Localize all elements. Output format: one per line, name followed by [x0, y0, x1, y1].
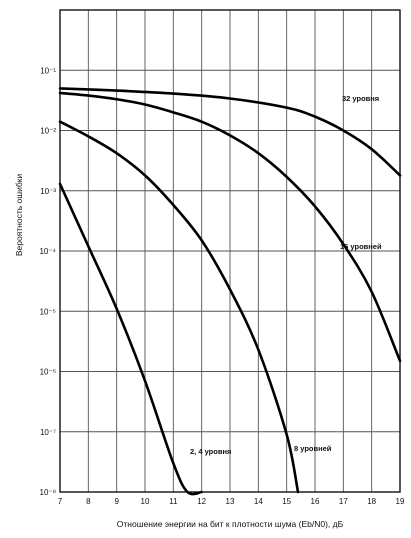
y-tick-label: 10⁻⁸: [40, 488, 57, 497]
x-tick-label: 18: [367, 497, 376, 506]
series-lines: [58, 87, 402, 496]
x-tick-label: 9: [114, 497, 119, 506]
y-tick-label: 10⁻⁵: [40, 307, 56, 316]
x-tick-label: 10: [141, 497, 150, 506]
y-tick-label: 10⁻¹: [40, 66, 56, 75]
y-tick-label: 10⁻²: [40, 127, 56, 136]
series-line-4: [58, 87, 402, 177]
curve-label-3: 8 уровней: [294, 444, 332, 453]
x-axis-title: Отношение энергии на бит к плотности шум…: [117, 519, 344, 529]
y-tick-label: 10⁻⁴: [39, 247, 56, 256]
y-tick-label: 10⁻³: [40, 187, 56, 196]
series-line-3: [58, 91, 402, 363]
x-tick-label: 13: [226, 497, 235, 506]
y-tick-label: 10⁻⁶: [40, 368, 56, 377]
plot-frame: [59, 9, 401, 493]
curve-label-4: 2, 4 уровня: [190, 447, 231, 456]
x-tick-label: 12: [197, 497, 206, 506]
curve-label-2: 16 уровней: [340, 242, 382, 251]
x-tick-label: 15: [282, 497, 291, 506]
curve-label-1: 32 уровня: [342, 94, 379, 103]
y-tick-label: 10⁻⁷: [40, 428, 56, 437]
x-tick-label: 11: [169, 497, 178, 506]
y-axis-title: Вероятность ошибки: [14, 174, 24, 257]
x-tick-label: 14: [254, 497, 263, 506]
tick-labels: 7 8 9 10 11 12 13 14 15 16 17 18 19 10⁻¹ 10⁻² 10⁻³ 10⁻⁴ 1…: [39, 66, 405, 506]
series-line-2: [58, 120, 300, 494]
x-tick-label: 17: [339, 497, 348, 506]
x-tick-label: 8: [86, 497, 91, 506]
x-tick-label: 16: [311, 497, 320, 506]
x-tick-label: 7: [58, 497, 63, 506]
curve-annotations: 32 уровня 16 уровней 8 уровней 2, 4 уровня: [190, 94, 382, 456]
series-line-1: [58, 182, 203, 496]
x-tick-label: 19: [396, 497, 405, 506]
